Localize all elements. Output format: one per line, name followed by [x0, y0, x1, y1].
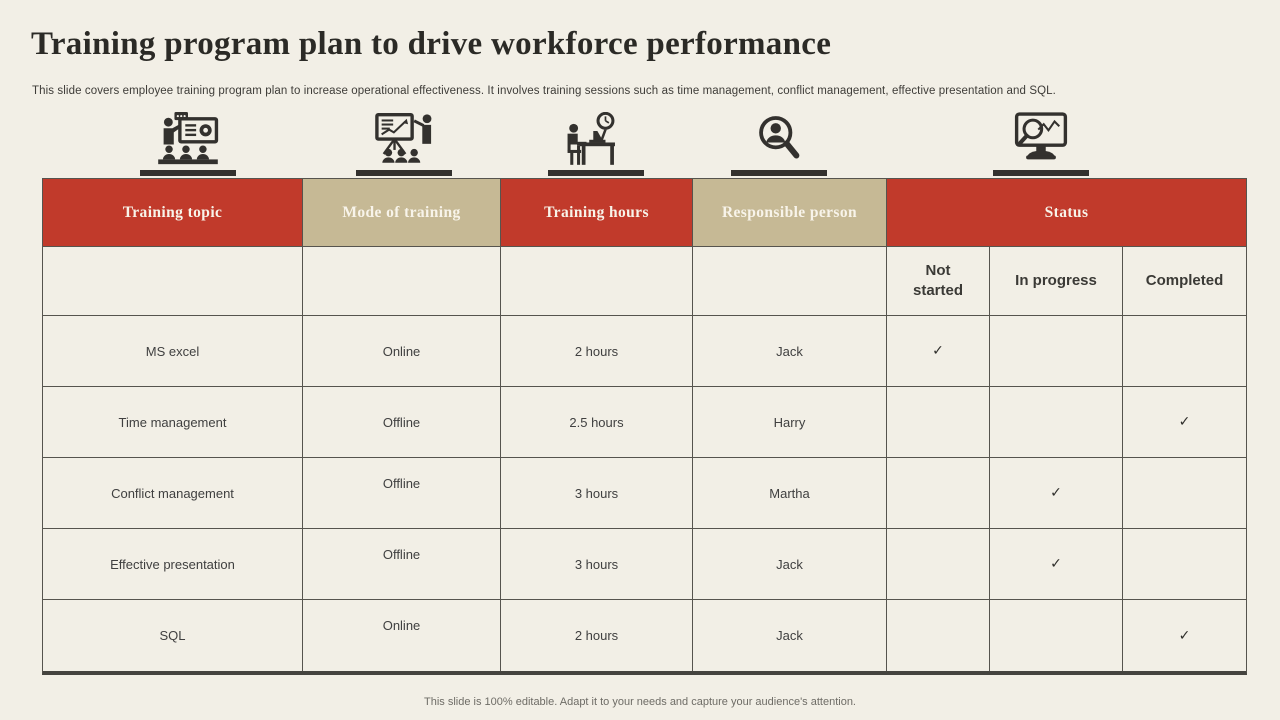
checkmark-cell-not-started [887, 600, 990, 671]
cell-person: Jack [693, 529, 887, 600]
checkmark-cell-in-progress [990, 600, 1123, 671]
checkmark-cell-completed [1123, 458, 1246, 529]
flipchart-presentation-icon [339, 112, 469, 176]
checkmark-cell-not-started [887, 387, 990, 458]
cell-hours: 2 hours [501, 600, 693, 671]
cell-topic: Conflict management [43, 458, 303, 529]
cell-hours: 2.5 hours [501, 387, 693, 458]
cell-topic: SQL [43, 600, 303, 671]
footer-note: This slide is 100% editable. Adapt it to… [424, 696, 856, 708]
status-subheader-not-started: Not started [887, 247, 990, 316]
cell-mode: Offline [303, 529, 501, 600]
classroom-training-icon [123, 112, 253, 176]
status-subheader-in-progress: In progress [990, 247, 1123, 316]
cell-person: Harry [693, 387, 887, 458]
cell-mode-text: Offline [382, 475, 421, 491]
page-title: Training program plan to drive workforce… [31, 26, 832, 62]
checkmark-cell-in-progress [990, 316, 1123, 387]
empty-cell [303, 247, 501, 316]
status-monitor-icon [976, 112, 1106, 176]
icon-underline-bar [993, 170, 1089, 176]
checkmark-cell-not-started [887, 458, 990, 529]
icon-underline-bar [548, 170, 644, 176]
checkmark-cell-in-progress [990, 387, 1123, 458]
col-header-responsible-person: Responsible person [693, 179, 887, 247]
cell-mode: Online [303, 316, 501, 387]
icon-underline-bar [140, 170, 236, 176]
cell-topic: Effective presentation [43, 529, 303, 600]
checkmark-cell-not-started: ✓ [887, 316, 990, 387]
time-management-desk-icon [531, 112, 661, 176]
empty-cell [501, 247, 693, 316]
cell-hours: 3 hours [501, 458, 693, 529]
status-subheader-completed: Completed [1123, 247, 1246, 316]
col-header-training-topic: Training topic [43, 179, 303, 247]
cell-person: Jack [693, 316, 887, 387]
icon-underline-bar [731, 170, 827, 176]
checkmark-cell-in-progress: ✓ [990, 458, 1123, 529]
cell-hours: 3 hours [501, 529, 693, 600]
col-header-mode-of-training: Mode of training [303, 179, 501, 247]
cell-mode: Online [303, 600, 501, 671]
empty-cell [43, 247, 303, 316]
cell-mode: Offline [303, 458, 501, 529]
checkmark-cell-completed: ✓ [1123, 387, 1246, 458]
cell-mode-text: Online [382, 618, 421, 633]
cell-topic: MS excel [43, 316, 303, 387]
checkmark-cell-in-progress: ✓ [990, 529, 1123, 600]
checkmark-cell-completed [1123, 529, 1246, 600]
cell-topic: Time management [43, 387, 303, 458]
cell-mode: Offline [303, 387, 501, 458]
checkmark-cell-not-started [887, 529, 990, 600]
col-header-training-hours: Training hours [501, 179, 693, 247]
checkmark-cell-completed: ✓ [1178, 627, 1191, 644]
empty-cell [693, 247, 887, 316]
cell-person: Martha [693, 458, 887, 529]
col-header-status: Status [887, 179, 1246, 247]
cell-hours: 2 hours [501, 316, 693, 387]
checkmark-cell-completed [1123, 316, 1246, 387]
cell-person: Jack [693, 600, 887, 671]
icon-underline-bar [356, 170, 452, 176]
cell-mode-text: Offline [382, 546, 421, 562]
training-table: Training topic Mode of training Training… [42, 178, 1247, 675]
subtitle: This slide covers employee training prog… [32, 85, 1056, 97]
find-person-icon [714, 112, 844, 176]
